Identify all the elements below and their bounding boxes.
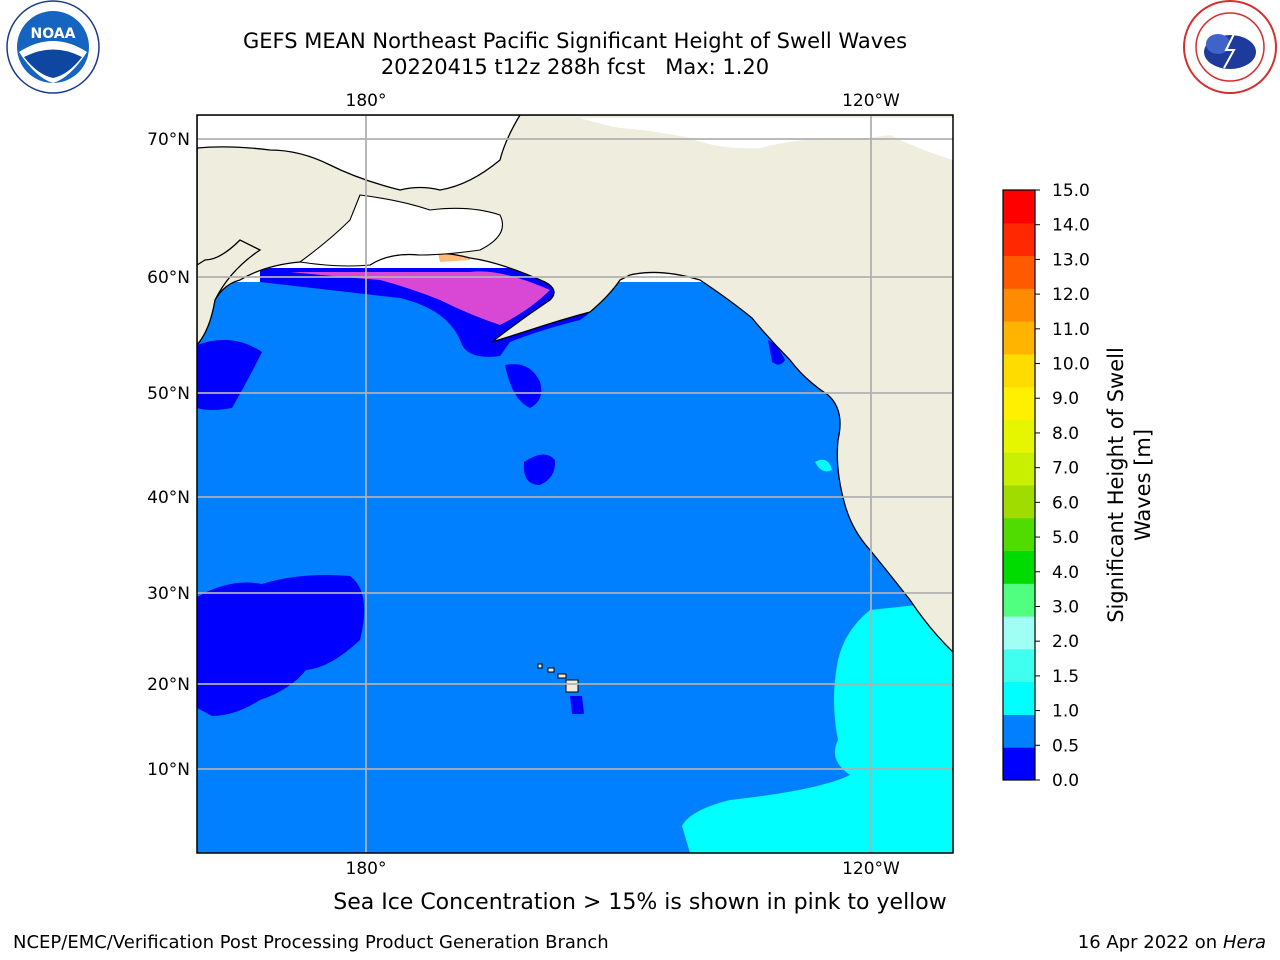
colorbar-segment	[1003, 452, 1035, 486]
colorbar-tick-label: 7.0	[1052, 459, 1079, 479]
colorbar-tick-label: 2.0	[1052, 632, 1079, 652]
colorbar-segment	[1003, 386, 1035, 420]
lat-label-60n: 60°N	[147, 268, 190, 288]
noaa-logo-text: NOAA	[31, 26, 76, 42]
noaa-logo: NOAA	[6, 0, 100, 94]
high-swell-region-southeast	[682, 600, 953, 853]
footer-date-text: 16 Apr 2022 on	[1077, 932, 1223, 953]
colorbar-title-line-2: Waves [m]	[1131, 429, 1155, 541]
colorbar-tick-label: 8.0	[1052, 424, 1079, 444]
footer-credit: NCEP/EMC/Verification Post Processing Pr…	[13, 932, 609, 953]
graticule	[197, 115, 953, 853]
colorbar-tick-label: 6.0	[1052, 493, 1079, 513]
colorbar-segment	[1003, 681, 1035, 715]
colorbar-segment	[1003, 353, 1035, 388]
colorbar-segment	[1003, 485, 1035, 519]
colorbar-title-line-1: Significant Height of Swell	[1104, 347, 1128, 623]
lat-label-70n: 70°N	[147, 130, 190, 150]
colorbar-tick-label: 4.0	[1052, 563, 1079, 583]
colorbar-tick-label: 0.5	[1052, 736, 1079, 756]
sea-ice-note: Sea Ice Concentration > 15% is shown in …	[333, 890, 947, 915]
lat-label-10n: 10°N	[147, 760, 190, 780]
footer-date: 16 Apr 2022 on Hera	[1078, 932, 1266, 953]
colorbar-segment	[1003, 747, 1035, 781]
low-swell-region-west	[197, 575, 365, 716]
colorbar-segment	[1003, 583, 1035, 617]
colorbar-segment	[1003, 550, 1035, 584]
colorbar-tick-label: 1.5	[1052, 667, 1079, 687]
lat-label-20n: 20°N	[147, 675, 190, 695]
lon-label-top-120w: 120°W	[842, 91, 900, 111]
sea-ice-region	[290, 271, 550, 325]
lon-label-top-180: 180°	[346, 91, 387, 111]
colorbar-frame	[1002, 189, 1036, 781]
lat-label-50n: 50°N	[147, 384, 190, 404]
colorbar-segment	[1003, 419, 1035, 453]
colorbar-segment	[1003, 517, 1035, 552]
colorbar-tick-label: 10.0	[1052, 355, 1090, 375]
colorbar-tick-label: 3.0	[1052, 597, 1079, 617]
footer-machine: Hera	[1222, 932, 1266, 953]
map-frame	[196, 114, 954, 854]
map-panel	[197, 115, 953, 853]
lat-label-30n: 30°N	[147, 584, 190, 604]
colorbar-tick-label: 11.0	[1052, 320, 1090, 340]
colorbar-tick-label: 13.0	[1052, 250, 1090, 270]
colorbar-tick-label: 5.0	[1052, 528, 1079, 548]
figure-title: GEFS MEAN Northeast Pacific Significant …	[242, 29, 908, 53]
lon-label-bottom-120w: 120°W	[842, 859, 900, 879]
national-weather-service-logo	[1183, 0, 1277, 94]
colorbar-tick-label: 15.0	[1052, 181, 1090, 201]
lon-label-bottom-180: 180°	[346, 859, 387, 879]
figure-subtitle: 20220415 t12z 288h fcst Max: 1.20	[380, 55, 770, 79]
colorbar-segment	[1003, 190, 1035, 224]
hawaii-islands	[537, 663, 584, 714]
colorbar-tick-label: 12.0	[1052, 285, 1090, 305]
lat-label-40n: 40°N	[147, 488, 190, 508]
colorbar-segment	[1003, 714, 1035, 748]
colorbar-tick-label: 14.0	[1052, 216, 1090, 236]
colorbar-segment	[1003, 616, 1035, 650]
colorbar-tick-label: 9.0	[1052, 389, 1079, 409]
colorbar-tick-labels: 0.0 0.5 1.0 1.5 2.0 3.0 4.0 5.0 6.0 7.0 8.0 9.0 10.0…	[1035, 181, 1090, 791]
colorbar-segment	[1003, 288, 1035, 322]
colorbar-tick-label: 1.0	[1052, 702, 1079, 722]
colorbar-segment	[1003, 321, 1035, 355]
colorbar-segment	[1003, 255, 1035, 289]
colorbar-tick-label: 0.0	[1052, 771, 1079, 791]
colorbar-segment	[1003, 648, 1035, 683]
colorbar	[1002, 189, 1036, 781]
colorbar-segment	[1003, 222, 1035, 257]
